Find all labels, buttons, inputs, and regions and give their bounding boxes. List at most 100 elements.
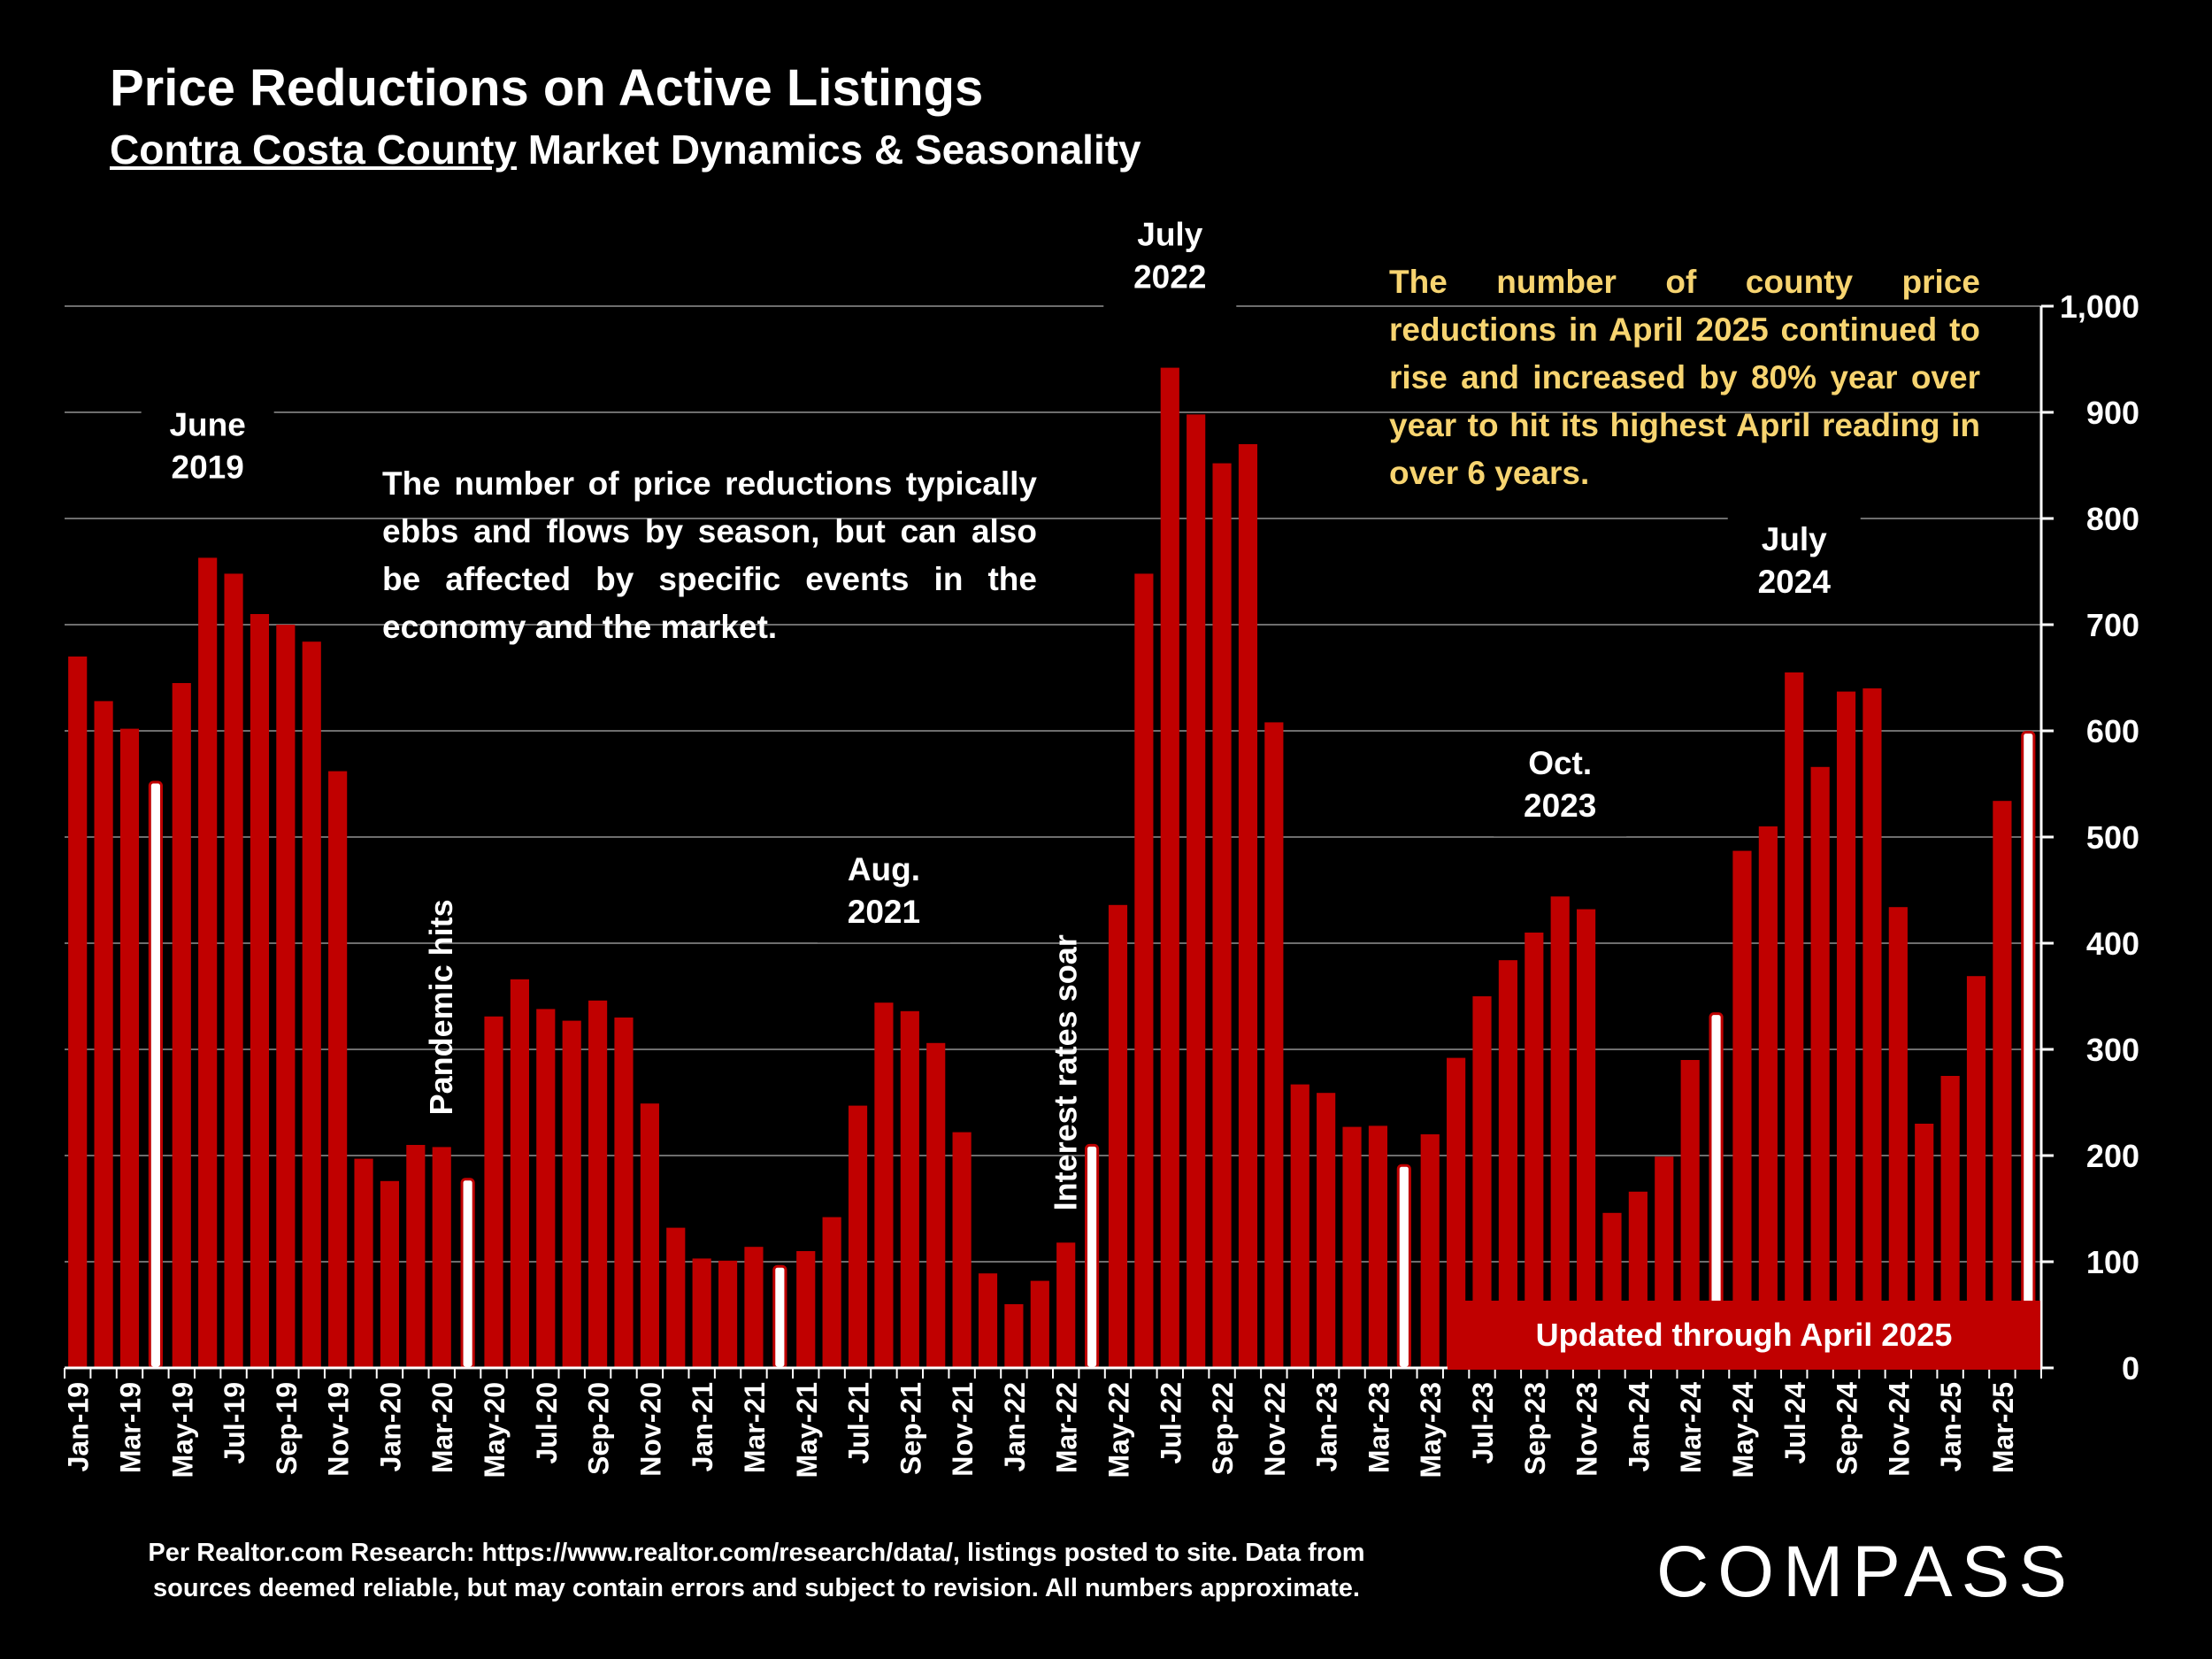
bar [1498, 960, 1517, 1368]
y-tick-label: 800 [2086, 501, 2139, 537]
bar [1732, 850, 1752, 1368]
bar [432, 1147, 451, 1368]
x-tick-label: Sep-21 [895, 1382, 926, 1475]
x-tick-label: Jul-24 [1779, 1382, 1811, 1464]
x-tick-label: Mar-23 [1363, 1382, 1394, 1473]
x-tick-label: Mar-20 [426, 1382, 458, 1473]
y-tick-label: 1,000 [2060, 288, 2139, 325]
bar [926, 1042, 946, 1368]
bar [1056, 1242, 1076, 1368]
x-tick-label: Sep-19 [271, 1382, 303, 1475]
bar [900, 1010, 919, 1368]
y-tick-label: 200 [2086, 1138, 2139, 1174]
bar [952, 1132, 972, 1368]
y-tick-label: 500 [2086, 819, 2139, 856]
x-tick-label: Jan-24 [1623, 1382, 1655, 1472]
x-tick-label: Sep-23 [1519, 1382, 1551, 1475]
bar-highlight [148, 780, 163, 1370]
x-tick-label: Sep-22 [1207, 1382, 1239, 1475]
subtitle-county: Contra Costa County [110, 127, 517, 173]
bar [1525, 933, 1544, 1368]
bar [224, 573, 243, 1368]
annotation-label: July [1762, 521, 1827, 557]
x-tick-label: May-24 [1727, 1382, 1759, 1479]
x-tick-label: Jul-23 [1467, 1382, 1499, 1463]
bar [588, 1000, 608, 1368]
bar [1472, 996, 1492, 1368]
annotation-bg [1494, 739, 1627, 837]
bar [354, 1158, 373, 1368]
bar [1368, 1125, 1388, 1368]
y-tick-label: 0 [2122, 1350, 2139, 1386]
x-tick-label: Jan-22 [999, 1382, 1031, 1471]
y-tick-labels: 0 100 200 300 400 500 600 700 800 900 1,000 [2060, 288, 2139, 1386]
bar-highlight [772, 1264, 787, 1370]
x-tick-label: Jul-20 [531, 1382, 563, 1463]
annotation-rotated: Pandemic hits [423, 899, 459, 1115]
bar [1680, 1060, 1700, 1368]
x-tick-label: Jan-21 [687, 1382, 718, 1471]
x-tick-label: Mar-22 [1051, 1382, 1083, 1473]
x-tick-label: Mar-25 [1987, 1382, 2019, 1473]
bar [1993, 801, 2012, 1368]
annotation-label: 2021 [848, 894, 920, 930]
y-tick-label: 400 [2086, 926, 2139, 962]
bar [692, 1258, 711, 1368]
bar [744, 1247, 764, 1368]
x-tick-label: May-22 [1102, 1382, 1134, 1479]
chart-subtitle: Contra Costa County Market Dynamics & Se… [110, 126, 1141, 173]
bar [1238, 444, 1258, 1368]
annotation-bg [141, 400, 274, 498]
bar [484, 1016, 503, 1368]
x-tick-label: May-23 [1415, 1382, 1447, 1479]
x-tick-label: Mar-19 [114, 1382, 146, 1473]
x-tick-label: Nov-22 [1259, 1382, 1291, 1477]
annotation-label: 2023 [1524, 787, 1596, 824]
x-tick-label: May-20 [479, 1382, 511, 1479]
bar [796, 1251, 816, 1368]
bar [302, 641, 321, 1368]
bar [406, 1145, 426, 1368]
bar [1212, 463, 1232, 1368]
bar [536, 1009, 556, 1368]
annotation-rotated: Interest rates soar [1048, 934, 1084, 1210]
bar [1317, 1093, 1336, 1368]
bar-highlight [1085, 1143, 1100, 1370]
bar [68, 657, 88, 1368]
bar [1758, 826, 1778, 1368]
bar [1888, 907, 1908, 1368]
bar [1108, 904, 1128, 1368]
y-tick-label: 300 [2086, 1032, 2139, 1068]
bar [718, 1260, 738, 1368]
note-seasonality: The number of price reductions typically… [382, 465, 1037, 645]
x-tick-label: May-19 [166, 1382, 198, 1479]
bar [614, 1018, 634, 1368]
bar [1863, 688, 1882, 1368]
bar [380, 1180, 400, 1368]
y-tick-label: 900 [2086, 395, 2139, 431]
bar [1785, 672, 1804, 1368]
x-tick-label: Jul-19 [219, 1382, 250, 1463]
x-tick-label: Jan-25 [1935, 1382, 1967, 1471]
x-tick-label: Jan-20 [374, 1382, 406, 1471]
bar [276, 625, 296, 1368]
annotation-bg [1727, 515, 1861, 612]
bar [1134, 573, 1154, 1368]
subtitle-rest: Market Dynamics & Seasonality [517, 127, 1141, 173]
annotation-label: 2022 [1133, 259, 1206, 296]
bar [172, 683, 191, 1368]
bar [1966, 976, 1986, 1368]
bar [1836, 691, 1856, 1368]
bar [1187, 414, 1206, 1368]
bar [1290, 1084, 1310, 1368]
bar [978, 1273, 998, 1368]
annotation-label: July [1137, 217, 1202, 253]
bar [328, 771, 348, 1368]
chart-title: Price Reductions on Active Listings [110, 59, 984, 117]
annotation-label: Aug. [848, 851, 920, 887]
annotation-label: Oct. [1528, 745, 1592, 781]
x-tick-labels: Jan-19 Mar-19 May-19 Jul-19 Sep-19 Nov-19 Jan-… [63, 1382, 2019, 1479]
x-tick-label: Mar-24 [1675, 1382, 1707, 1473]
note-april-2025: The number of county price reductions in… [1389, 264, 1980, 491]
